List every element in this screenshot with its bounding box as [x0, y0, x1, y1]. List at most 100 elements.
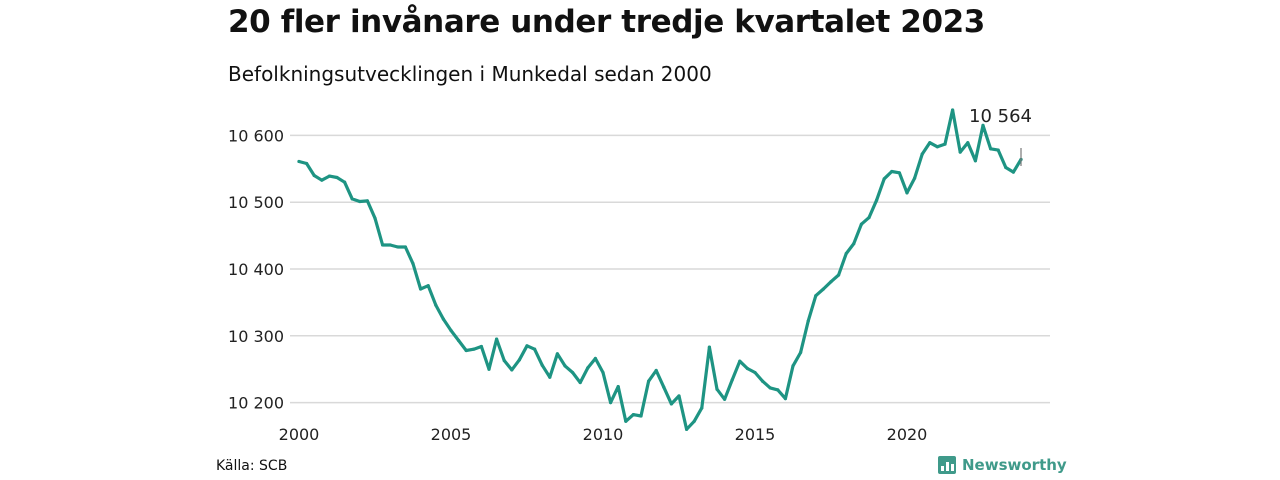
data-point: [396, 245, 400, 249]
data-point: [837, 273, 841, 277]
data-point: [882, 177, 886, 181]
data-point: [905, 191, 909, 195]
data-point: [639, 414, 643, 418]
data-point: [320, 178, 324, 182]
data-point: [578, 380, 582, 385]
data-point: [358, 199, 362, 204]
data-point: [419, 287, 423, 291]
data-point: [996, 148, 1000, 152]
data-point: [631, 413, 636, 417]
data-point: [350, 197, 354, 201]
data-point: [388, 243, 392, 247]
x-tick-label: 2000: [279, 425, 320, 444]
data-point: [335, 175, 339, 180]
brand-logo: Newsworthy: [938, 456, 1067, 474]
data-point: [920, 152, 924, 156]
data-point: [555, 352, 560, 356]
data-point: [563, 364, 567, 368]
data-point: [647, 379, 651, 383]
brand-name: Newsworthy: [962, 456, 1067, 474]
x-tick-label: 2020: [887, 425, 928, 444]
data-point: [973, 159, 978, 163]
data-point: [365, 199, 369, 203]
data-point: [890, 169, 894, 174]
data-point: [305, 161, 309, 166]
data-point: [913, 176, 917, 180]
source-note: Källa: SCB: [216, 458, 288, 474]
data-point: [434, 303, 438, 307]
data-point: [487, 367, 491, 371]
data-point: [958, 150, 962, 154]
data-point: [761, 379, 765, 383]
data-point: [343, 180, 347, 184]
data-point: [472, 347, 476, 351]
data-point: [966, 141, 970, 145]
newsworthy-logo-icon: [938, 456, 956, 474]
data-point: [753, 370, 757, 375]
data-point: [989, 147, 993, 151]
y-tick-label: 10 600: [228, 126, 284, 145]
gridlines: [290, 134, 1050, 404]
y-tick-label: 10 500: [228, 193, 284, 212]
data-point: [593, 356, 598, 361]
data-point: [783, 396, 788, 401]
chart-title: 20 fler invånare under tredje kvartalet …: [228, 4, 985, 40]
data-point: [738, 359, 742, 363]
x-tick-label: 2015: [735, 425, 776, 444]
y-tick-label: 10 300: [228, 327, 284, 346]
data-point: [799, 350, 803, 355]
data-point: [403, 245, 407, 249]
data-point: [411, 262, 415, 266]
data-point: [426, 284, 430, 288]
axis-labels: 10 200 10 300 10 400 10 500 10 600 2000 2005 20…: [228, 126, 927, 444]
data-point: [449, 328, 453, 333]
data-point: [373, 216, 377, 220]
data-point: [662, 385, 666, 389]
data-point: [609, 401, 613, 405]
data-point: [829, 280, 833, 284]
data-point: [517, 358, 522, 362]
data-point: [327, 174, 331, 178]
data-point: [707, 345, 712, 349]
data-point: [806, 319, 810, 323]
data-point: [297, 159, 301, 164]
data-point: [464, 348, 468, 353]
data-point: [981, 123, 985, 127]
data-point: [457, 338, 461, 343]
x-tick-label: 2005: [431, 425, 472, 444]
data-point: [479, 344, 483, 349]
y-tick-label: 10 200: [228, 394, 284, 413]
data-point: [525, 344, 529, 348]
data-point: [768, 386, 772, 390]
data-point: [935, 145, 940, 149]
data-point: [502, 358, 506, 363]
data-point: [844, 252, 848, 256]
data-point: [381, 243, 385, 247]
data-point: [616, 384, 620, 389]
data-point: [715, 387, 719, 391]
data-point: [677, 394, 681, 398]
data-point: [723, 397, 727, 401]
data-point: [685, 427, 689, 431]
data-point: [730, 378, 734, 382]
x-tick-label: 2010: [583, 425, 624, 444]
data-point: [875, 198, 879, 202]
data-point: [540, 363, 544, 367]
series: [297, 108, 1023, 431]
data-point: [897, 171, 902, 175]
data-point: [586, 366, 590, 370]
data-point: [548, 375, 552, 379]
data-point: [951, 108, 955, 112]
data-point: [692, 419, 696, 423]
data-point: [745, 366, 750, 371]
annotations: 10 564: [969, 106, 1032, 166]
data-point: [654, 368, 658, 373]
data-point: [669, 402, 674, 406]
data-point: [533, 347, 537, 351]
data-point: [821, 287, 826, 291]
data-point: [928, 141, 932, 145]
data-point: [495, 337, 499, 341]
data-point: [312, 173, 316, 178]
data-point: [943, 142, 947, 146]
